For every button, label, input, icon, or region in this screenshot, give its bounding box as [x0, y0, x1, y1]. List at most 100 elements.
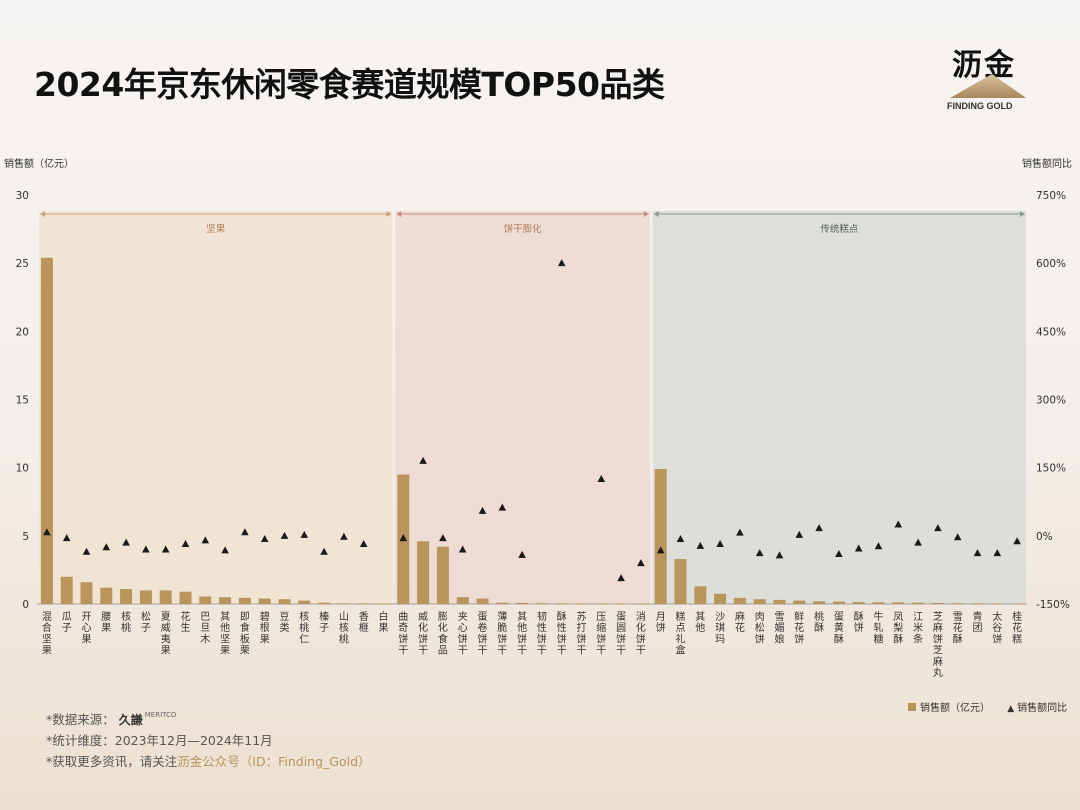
x-tick-label: 其他坚果: [220, 611, 230, 657]
yoy-marker: [241, 528, 249, 536]
group-label: 饼干膨化: [504, 223, 543, 235]
bar: [832, 601, 845, 604]
bar: [595, 603, 608, 605]
x-tick-label: 膨化食品: [438, 610, 448, 657]
source-logo-en: MERITCO: [144, 711, 177, 719]
bar: [753, 599, 766, 604]
x-tick-label: 花生: [181, 610, 191, 634]
bar: [357, 603, 370, 605]
yoy-marker: [656, 546, 665, 554]
y2-tick-label: 450%: [1036, 326, 1066, 338]
bar: [100, 587, 113, 604]
legend-bar-label: 销售额（亿元）: [920, 703, 990, 714]
y2-tick-label: 300%: [1036, 395, 1066, 407]
group-label: 坚果: [206, 224, 226, 235]
x-tick-label: 蛋卷饼干: [478, 611, 488, 657]
group-arrow-left-icon: [653, 211, 659, 217]
bar: [436, 546, 449, 604]
bar: [813, 601, 826, 604]
brand-logo-text: 沥金: [952, 48, 1016, 83]
yoy-marker: [736, 528, 744, 536]
source-logo: 久謙 MERITCO: [119, 711, 177, 728]
x-tick-label: 即食板栗: [240, 611, 250, 657]
y2-tick-label: 150%: [1036, 463, 1066, 475]
group-arrow-right-icon: [643, 211, 649, 217]
bar: [159, 590, 172, 604]
x-tick-label: 青团: [973, 610, 983, 634]
yoy-marker: [934, 524, 942, 532]
bar: [535, 603, 548, 604]
yoy-marker: [82, 547, 91, 555]
y2-axis-title: 销售额同比: [1022, 157, 1072, 170]
brand-logo-mountain-icon: [950, 74, 1026, 98]
yoy-marker: [815, 524, 823, 532]
bar: [258, 598, 271, 604]
bar: [852, 601, 865, 604]
x-tick-label: 威化饼干: [418, 610, 428, 657]
yoy-marker: [775, 551, 784, 559]
x-tick-label: 腰果: [101, 611, 111, 634]
brand-logo: 沥金 FINDING GOLD: [940, 40, 1036, 116]
brand-logo-subtitle: FINDING GOLD: [947, 101, 1013, 111]
x-tick-label: 混合坚果: [42, 611, 52, 657]
x-tick-label: 榛子: [319, 610, 329, 634]
yoy-marker: [122, 538, 130, 546]
bar: [892, 602, 905, 604]
yoy-marker: [340, 532, 348, 540]
yoy-marker: [102, 543, 111, 551]
x-tick-label: 松子: [141, 610, 151, 634]
group-panel: [39, 211, 393, 604]
yoy-marker: [914, 538, 922, 546]
bar: [714, 593, 727, 604]
x-tick-label: 酥性饼干: [557, 611, 567, 657]
bar: [120, 589, 133, 604]
bar: [219, 597, 232, 604]
yoy-marker: [953, 533, 962, 541]
footer-period: *统计维度：2023年12月—2024年11月: [46, 733, 273, 748]
yoy-marker: [637, 559, 645, 567]
bar: [773, 599, 786, 604]
yoy-marker: [617, 574, 625, 582]
x-tick-label: 牛轧糖: [874, 610, 884, 645]
yoy-marker: [320, 547, 328, 555]
bar: [238, 597, 251, 604]
x-tick-label: 雪媚娘: [775, 611, 785, 645]
x-tick-label: 麻花: [735, 610, 745, 634]
x-tick-label: 巴旦木: [200, 611, 210, 645]
bar: [456, 597, 469, 604]
bar: [951, 603, 964, 604]
x-tick-label: 其他饼干: [517, 611, 527, 657]
y-tick-label: 0: [22, 599, 29, 611]
yoy-marker: [221, 546, 229, 554]
bar: [872, 602, 885, 604]
bar: [40, 257, 53, 604]
group-arrow-right-icon: [1020, 211, 1025, 217]
x-tick-label: 核桃仁: [299, 610, 309, 645]
y2-tick-label: 0%: [1036, 531, 1053, 543]
group-label: 传统糕点: [820, 223, 859, 235]
y-tick-label: 25: [16, 258, 29, 270]
x-tick-label: 豆类: [280, 611, 290, 634]
bar: [912, 602, 925, 604]
bar: [199, 596, 212, 604]
x-tick-label: 消化饼干: [636, 610, 646, 657]
bar: [60, 576, 73, 604]
group-arrow-right-icon: [386, 211, 392, 217]
bar: [634, 603, 647, 605]
legend-triangle-icon: ▲: [1007, 704, 1015, 714]
yoy-marker: [142, 545, 150, 553]
yoy-marker: [359, 540, 368, 548]
yoy-marker: [161, 545, 170, 553]
x-tick-label: 香榧: [359, 611, 369, 634]
yoy-marker: [1013, 537, 1021, 545]
bar: [179, 591, 192, 604]
yoy-marker: [874, 542, 883, 550]
yoy-marker: [854, 544, 863, 552]
x-tick-label: 雪花酥: [953, 611, 963, 645]
x-tick-label: 白果: [379, 610, 389, 634]
legend-marker-label: 销售额同比: [1017, 703, 1068, 714]
bar: [417, 541, 430, 604]
bar: [694, 586, 707, 604]
group-arrow-left-icon: [40, 211, 45, 217]
bar: [496, 602, 509, 604]
